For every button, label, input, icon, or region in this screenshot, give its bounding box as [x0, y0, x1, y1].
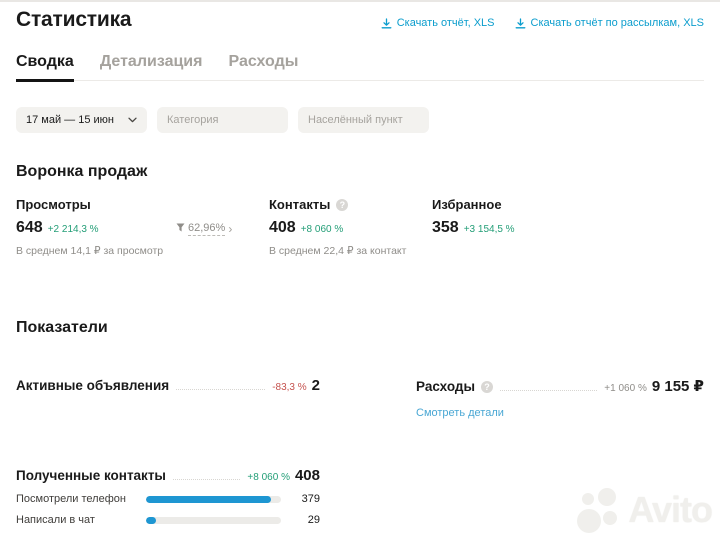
date-range-select[interactable]: 17 май — 15 июн — [16, 107, 147, 133]
download-icon — [381, 17, 392, 29]
filter-bar: 17 май — 15 июн — [16, 107, 704, 133]
expenses-change: +1 060 % — [604, 383, 647, 394]
expenses-label: Расходы — [416, 379, 476, 394]
conversion-block: 62,96% › — [176, 197, 269, 257]
favorites-label: Избранное — [432, 197, 502, 212]
favorites-value: 358 — [432, 219, 459, 236]
received-contacts-label: Полученные контакты — [16, 468, 166, 483]
active-ads-block: Активные объявления -83,3 % 2 — [16, 377, 320, 419]
active-ads-change: -83,3 % — [272, 382, 307, 393]
header: Статистика Скачать отчёт, XLS Скачать от… — [0, 2, 720, 32]
date-range-value: 17 май — 15 июн — [26, 114, 114, 126]
received-contacts-block: Полученные контакты +8 060 % 408 Посмотр… — [16, 467, 320, 526]
indicators-section-title: Показатели — [16, 319, 108, 336]
download-icon — [515, 17, 526, 29]
conversion-link[interactable]: 62,96% › — [176, 222, 269, 236]
tab-summary[interactable]: Сводка — [16, 53, 74, 82]
dotted-leader — [500, 390, 598, 391]
funnel-section-title: Воронка продаж — [16, 163, 148, 180]
received-contacts-value: 408 — [294, 467, 320, 484]
funnel-icon — [176, 223, 185, 235]
views-label: Просмотры — [16, 197, 91, 212]
views-value: 648 — [16, 219, 43, 236]
expenses-row: Расходы ? +1 060 % 9 155 ₽ — [416, 377, 704, 395]
views-metric: Просмотры 648 +2 214,3 % В среднем 14,1 … — [16, 197, 176, 257]
dotted-leader — [172, 479, 241, 480]
chat-messages-row: Написали в чат 29 — [16, 514, 320, 526]
views-change: +2 214,3 % — [47, 224, 99, 235]
download-links: Скачать отчёт, XLS Скачать отчёт по расс… — [381, 8, 704, 29]
favorites-metric: Избранное 358 +3 154,5 % — [432, 197, 704, 257]
indicators-grid: Активные объявления -83,3 % 2 Расходы ? … — [16, 377, 704, 419]
funnel-metrics: Просмотры 648 +2 214,3 % В среднем 14,1 … — [16, 197, 704, 257]
contacts-label: Контакты — [269, 197, 331, 212]
page-title: Статистика — [16, 8, 132, 31]
download-mailing-report-label: Скачать отчёт по рассылкам, XLS — [530, 17, 705, 29]
chevron-down-icon — [128, 114, 137, 126]
tab-details[interactable]: Детализация — [99, 53, 203, 70]
active-ads-row: Активные объявления -83,3 % 2 — [16, 377, 320, 394]
phone-views-label: Посмотрели телефон — [16, 493, 126, 505]
phone-views-value: 379 — [301, 493, 320, 505]
phone-views-bar — [146, 495, 272, 503]
favorites-change: +3 154,5 % — [463, 224, 515, 235]
location-input[interactable] — [298, 107, 429, 133]
download-report-link[interactable]: Скачать отчёт, XLS — [381, 17, 495, 29]
received-contacts-row: Полученные контакты +8 060 % 408 — [16, 467, 320, 484]
chat-messages-bar — [146, 516, 156, 524]
chat-messages-value: 29 — [307, 514, 320, 526]
contacts-change: +8 060 % — [300, 224, 344, 235]
help-icon[interactable]: ? — [481, 380, 494, 393]
help-icon[interactable]: ? — [336, 198, 349, 211]
avito-logo-icon — [574, 484, 626, 536]
avito-watermark: Avito — [574, 484, 713, 536]
chat-messages-bar-track — [146, 516, 281, 524]
phone-views-row: Посмотрели телефон 379 — [16, 493, 320, 505]
tab-bar: Сводка Детализация Расходы — [16, 53, 704, 82]
expenses-block: Расходы ? +1 060 % 9 155 ₽ Смотреть дета… — [416, 377, 704, 419]
avito-watermark-text: Avito — [628, 489, 713, 530]
views-note: В среднем 14,1 ₽ за просмотр — [16, 245, 164, 257]
dotted-leader — [176, 389, 266, 390]
category-input[interactable] — [157, 107, 288, 133]
chat-messages-label: Написали в чат — [16, 514, 95, 526]
active-ads-value: 2 — [311, 377, 320, 394]
chevron-right-icon: › — [228, 222, 233, 236]
contacts-note: В среднем 22,4 ₽ за контакт — [269, 245, 407, 257]
contacts-metric: Контакты ? 408 +8 060 % В среднем 22,4 ₽… — [269, 197, 432, 257]
received-contacts-change: +8 060 % — [247, 472, 290, 483]
tab-expenses[interactable]: Расходы — [228, 53, 299, 70]
phone-views-bar-track — [146, 495, 281, 503]
download-mailing-report-link[interactable]: Скачать отчёт по рассылкам, XLS — [515, 17, 705, 29]
active-ads-label: Активные объявления — [16, 378, 170, 393]
expenses-details-link[interactable]: Смотреть детали — [416, 407, 504, 419]
download-report-label: Скачать отчёт, XLS — [396, 17, 495, 29]
expenses-value: 9 155 ₽ — [651, 378, 704, 395]
contacts-value: 408 — [269, 219, 296, 236]
conversion-value: 62,96% — [188, 222, 226, 236]
